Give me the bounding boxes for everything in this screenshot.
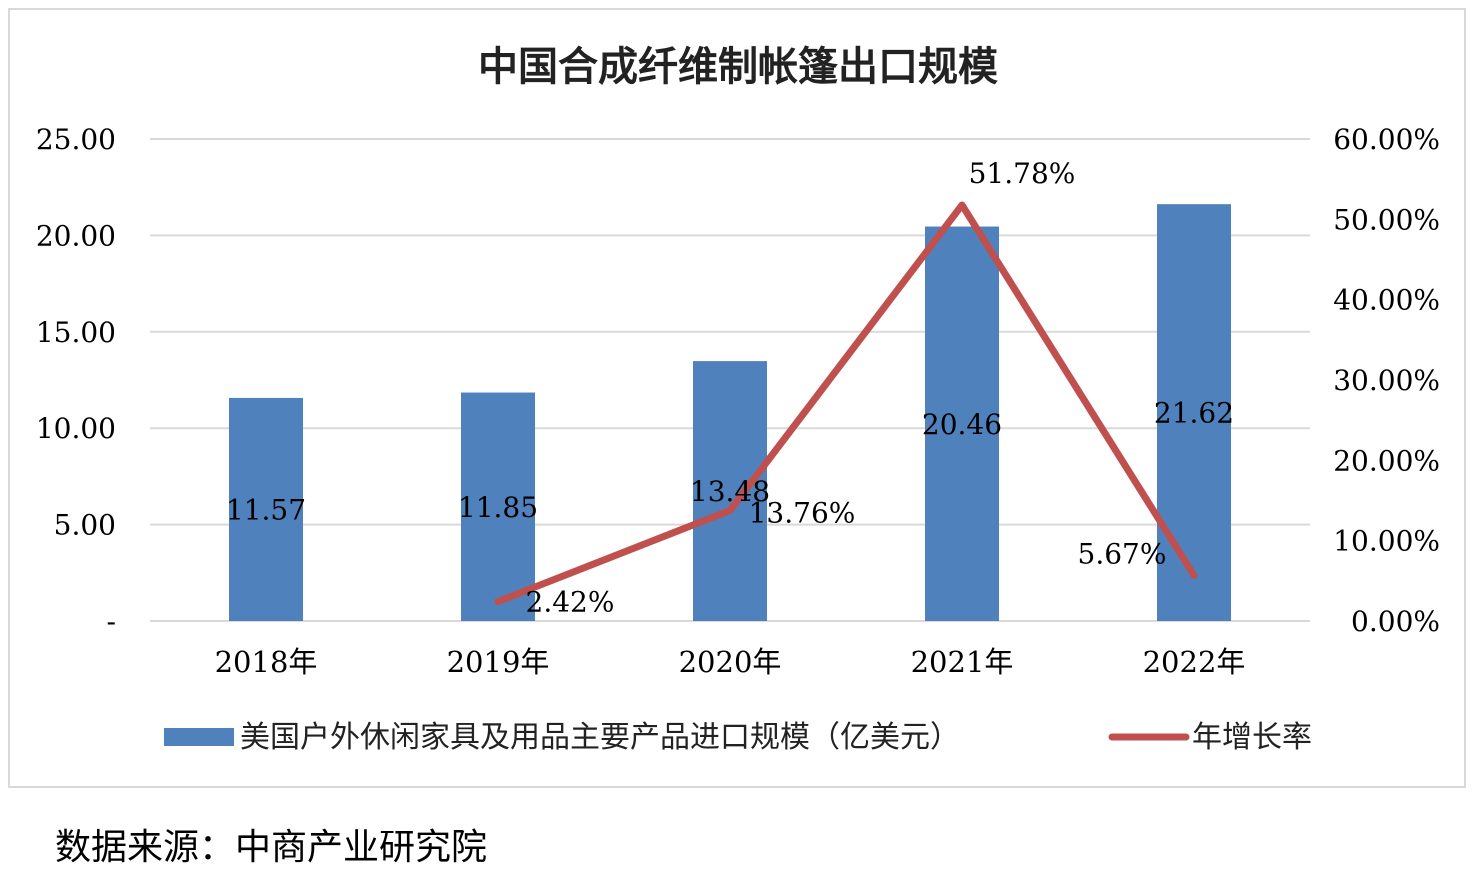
- y-left-tick-label: 20.00: [36, 219, 116, 252]
- legend-bar-label: 美国户外休闲家具及用品主要产品进口规模（亿美元）: [240, 720, 960, 755]
- grid-lines: [150, 138, 1310, 622]
- y-right-tick-label: 60.00%: [1333, 123, 1440, 156]
- y-left-tick-label: 25.00: [36, 123, 116, 156]
- y-right-tick-label: 0.00%: [1351, 605, 1440, 638]
- y-right-tick-label: 20.00%: [1333, 444, 1440, 477]
- bar: [925, 226, 999, 622]
- legend-line-label: 年增长率: [1192, 720, 1312, 755]
- x-tick-label: 2018年: [215, 645, 318, 679]
- axes: - 5.00 10.00 15.00 20.00 25.00 0.00% 10.00% 20.0…: [36, 123, 1440, 679]
- bar-value-label: 11.57: [226, 493, 306, 526]
- legend: 美国户外休闲家具及用品主要产品进口规模（亿美元） 年增长率: [164, 720, 1312, 755]
- bar: [229, 397, 303, 621]
- y-left-tick-label: 10.00: [36, 412, 116, 445]
- x-tick-label: 2020年: [679, 645, 782, 679]
- bar-value-label: 13.48: [690, 475, 770, 508]
- line-value-label: 51.78%: [969, 157, 1076, 190]
- y-left-tick-label: -: [107, 605, 116, 638]
- source-note: 数据来源：中商产业研究院: [55, 827, 488, 868]
- line-value-label: 5.67%: [1078, 537, 1167, 570]
- bar: [461, 392, 535, 621]
- bar-value-label: 11.85: [458, 491, 538, 524]
- line-series: [494, 201, 1198, 606]
- bar-series: [229, 204, 1231, 622]
- chart-title: 中国合成纤维制帐篷出口规模: [478, 44, 998, 90]
- y-right-tick-label: 10.00%: [1333, 525, 1440, 558]
- bar: [693, 361, 767, 621]
- bar-value-label: 21.62: [1154, 397, 1234, 430]
- x-tick-label: 2019年: [447, 645, 550, 679]
- y-right-tick-label: 30.00%: [1333, 364, 1440, 397]
- bar: [1157, 204, 1231, 622]
- y-right-tick-label: 50.00%: [1333, 203, 1440, 236]
- y-left-tick-label: 5.00: [54, 509, 116, 542]
- x-tick-label: 2021年: [911, 645, 1014, 679]
- growth-line: [494, 201, 1198, 606]
- x-tick-label: 2022年: [1143, 645, 1246, 679]
- bar-value-label: 20.46: [922, 408, 1002, 441]
- data-labels: 11.57 11.85 13.48 20.46 21.62 2.42% 13.76% 51.7…: [226, 157, 1234, 619]
- line-value-label: 13.76%: [749, 496, 856, 529]
- y-right-tick-label: 40.00%: [1333, 284, 1440, 317]
- legend-bar-swatch: [164, 728, 234, 746]
- line-value-label: 2.42%: [526, 586, 615, 619]
- y-left-tick-label: 15.00: [36, 316, 116, 349]
